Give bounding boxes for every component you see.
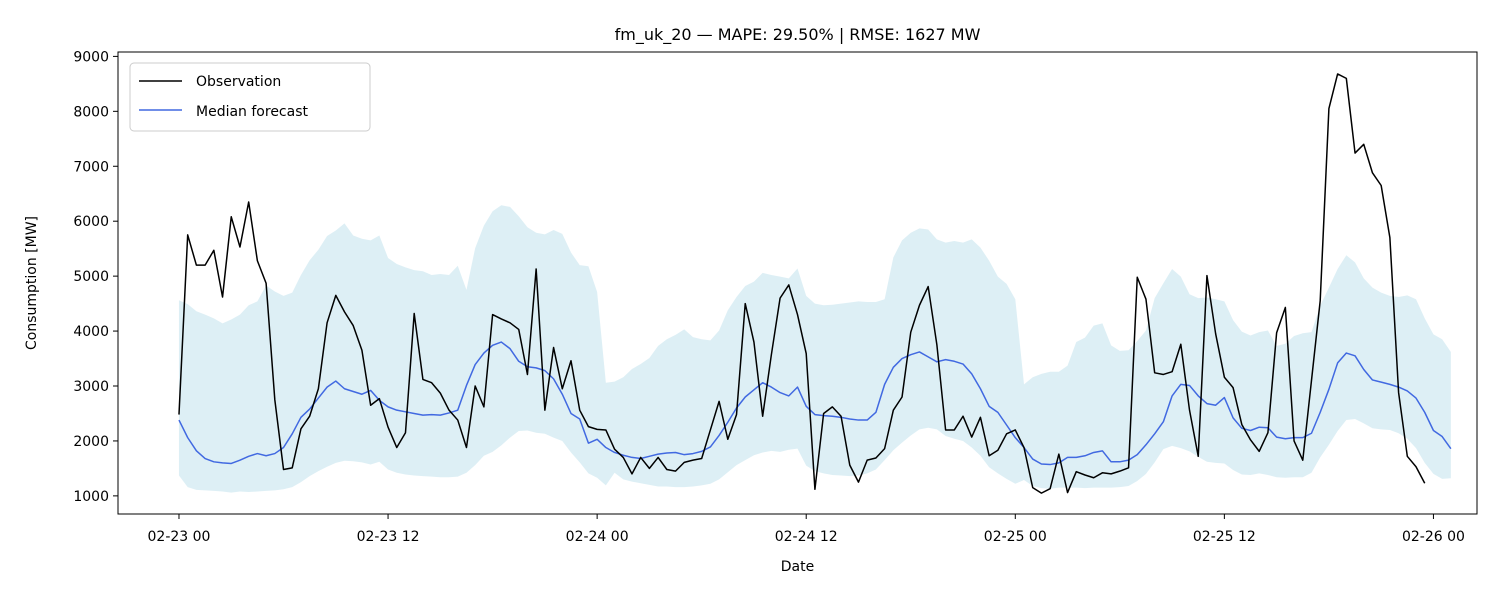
legend-label-observation: Observation <box>196 74 281 90</box>
forecast-interval-band <box>178 205 1451 493</box>
y-tick-label: 5000 <box>73 269 109 285</box>
legend-box <box>129 62 371 132</box>
legend-label-median-forecast: Median forecast <box>196 104 308 120</box>
x-tick-label: 02-23 00 <box>148 529 211 545</box>
y-tick-label: 9000 <box>73 49 109 65</box>
y-axis: 1000 2000 3000 4000 5000 6000 7000 8000 9000 <box>73 49 118 505</box>
x-tick-label: 02-25 12 <box>1193 529 1256 545</box>
y-tick-label: 6000 <box>73 214 109 230</box>
plot-frame <box>117 51 1478 515</box>
x-axis: 02-23 00 02-23 12 02-24 00 02-24 12 02-25 00… <box>148 514 1465 545</box>
series-line-median-forecast <box>178 341 1452 466</box>
x-tick-label: 02-24 00 <box>566 529 629 545</box>
y-tick-label: 2000 <box>73 434 109 450</box>
plot-area <box>178 73 1452 494</box>
y-tick-label: 1000 <box>73 489 109 505</box>
x-tick-label: 02-23 12 <box>357 529 420 545</box>
chart-title: fm_uk_20 — MAPE: 29.50% | RMSE: 1627 MW <box>615 25 981 45</box>
y-tick-label: 7000 <box>73 159 109 175</box>
x-tick-label: 02-24 12 <box>775 529 838 545</box>
y-tick-label: 8000 <box>73 104 109 120</box>
series-line-observation <box>178 73 1426 494</box>
y-tick-label: 3000 <box>73 379 109 395</box>
y-axis-title: Consumption [MW] <box>24 216 40 350</box>
x-tick-label: 02-25 00 <box>984 529 1047 545</box>
x-tick-label: 02-26 00 <box>1402 529 1465 545</box>
legend: Observation Median forecast <box>129 62 371 132</box>
x-axis-title: Date <box>781 559 814 575</box>
y-tick-label: 4000 <box>73 324 109 340</box>
